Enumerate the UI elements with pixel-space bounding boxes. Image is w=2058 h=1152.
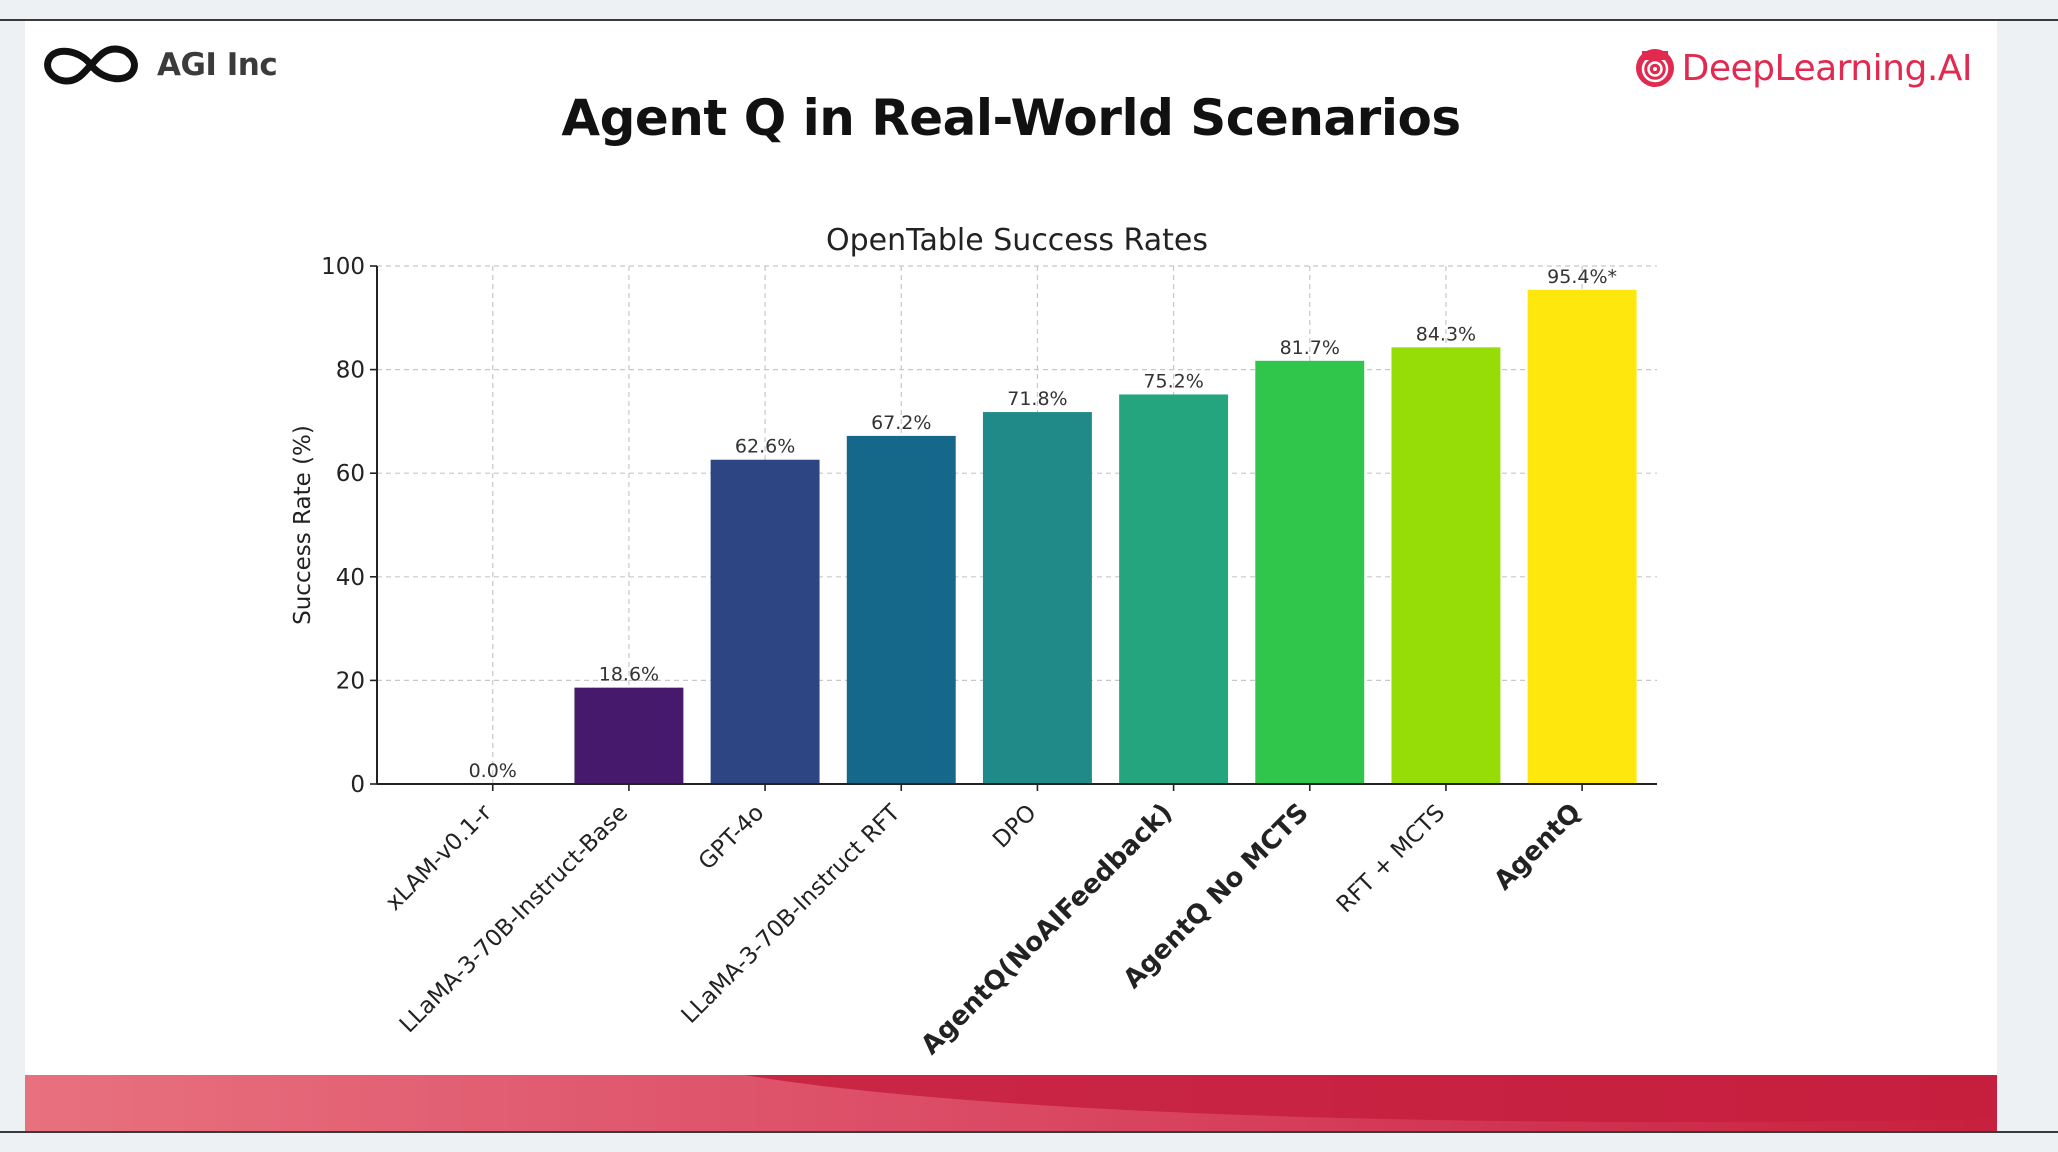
bar-5: [1119, 394, 1229, 784]
y-tick-label: 20: [336, 668, 365, 694]
chart-title: OpenTable Success Rates: [826, 223, 1208, 258]
bar-1: [574, 687, 684, 784]
bottom-divider: [0, 1131, 2058, 1133]
y-tick-label: 100: [321, 254, 365, 280]
y-tick-label: 80: [336, 358, 365, 384]
bar-6: [1255, 360, 1365, 784]
bar-2: [710, 459, 820, 784]
x-tick-label: AgentQ(NoAIFeedback): [915, 798, 1178, 1061]
decorative-banner: [25, 1075, 1997, 1131]
x-tick-label: GPT-4o: [694, 800, 769, 875]
deeplearning-spiral-icon: [1635, 49, 1674, 87]
y-axis-label: Success Rate (%): [290, 425, 316, 625]
infinity-icon: [44, 45, 138, 85]
x-tick-label: xLAM-v0.1-r: [381, 799, 497, 915]
y-tick-label: 40: [336, 565, 365, 591]
bar-value-label: 0.0%: [469, 760, 517, 782]
agi-logo: AGI Inc: [41, 35, 278, 95]
bar-value-label: 84.3%: [1416, 323, 1476, 345]
y-tick-label: 60: [336, 461, 365, 487]
bar-value-label: 62.6%: [735, 436, 795, 458]
x-tick-label: RFT + MCTS: [1332, 800, 1450, 918]
bar-value-label: 95.4%*: [1547, 266, 1617, 288]
bar-value-label: 18.6%: [599, 664, 659, 686]
bar-value-label: 71.8%: [1007, 388, 1067, 410]
x-tick-label: AgentQ: [1488, 798, 1587, 897]
slide-title: Agent Q in Real-World Scenarios: [561, 89, 1461, 147]
agi-logo-text: AGI Inc: [157, 47, 278, 83]
x-tick-label: LLaMA-3-70B-Instruct RFT: [677, 799, 906, 1028]
x-tick-label: DPO: [988, 800, 1042, 854]
y-tick-label: 0: [350, 772, 365, 798]
x-tick-label: LLaMA-3-70B-Instruct-Base: [395, 800, 633, 1038]
slide: AGI Inc DeepLearning.AI Agent Q in Real-…: [25, 21, 1997, 1131]
bar-chart: 0.0% 18.6% 62.6% 67.2% 71.8% 75.2% 81.7% 84.3% 9…: [290, 223, 1657, 1061]
deeplearning-logo-text: DeepLearning.AI: [1681, 47, 1973, 89]
bar-value-label: 67.2%: [871, 412, 931, 434]
deeplearning-logo: DeepLearning.AI: [1634, 38, 1973, 98]
bar-7: [1391, 347, 1501, 784]
top-divider: [0, 19, 2058, 21]
bar-3: [846, 435, 956, 784]
bar-8: [1527, 289, 1637, 784]
bar-4: [982, 412, 1092, 784]
bar-value-label: 75.2%: [1143, 370, 1203, 392]
bar-value-label: 81.7%: [1280, 337, 1340, 359]
